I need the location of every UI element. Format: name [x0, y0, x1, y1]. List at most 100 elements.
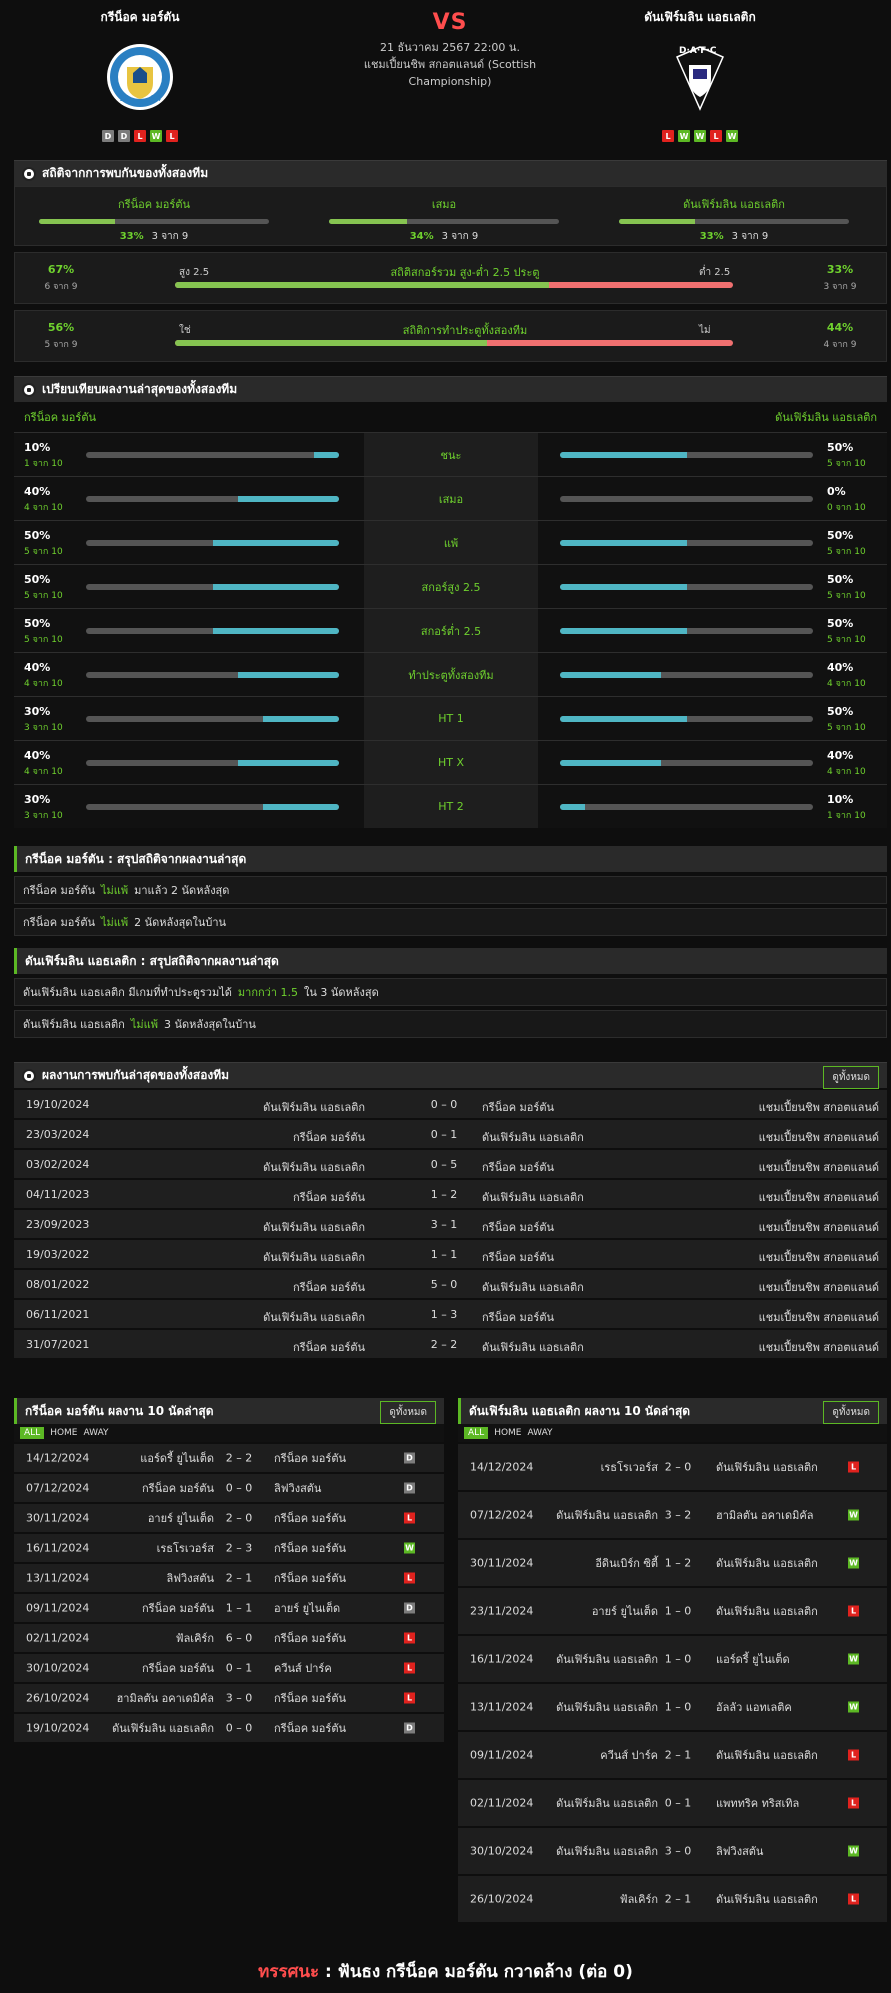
home-pct: 30%: [24, 705, 51, 718]
h2h-match-row[interactable]: 06/11/2021 ดันเฟิร์มลิน แอธเลติก 1 – 3 กรีน…: [14, 1300, 887, 1328]
summary-text: 2 นัดหลังสุดในบ้าน: [134, 916, 227, 929]
view-all-button[interactable]: ดูทั้งหมด: [823, 1401, 879, 1424]
form-match-row[interactable]: 30/11/2024 อายร์ ยูไนเต็ด 2 – 0 กรีน็อค มอร…: [14, 1504, 444, 1532]
match-date: 23/11/2024: [470, 1604, 534, 1618]
h2h-match-row[interactable]: 19/10/2024 ดันเฟิร์มลิน แอธเลติก 0 – 0 กรีน…: [14, 1090, 887, 1118]
home-last10: กรีน็อค มอร์ตัน ผลงาน 10 นัดล่าสุด ดูทั้ง…: [14, 1398, 444, 1742]
home-pct: 40%: [24, 749, 51, 762]
form-match-row[interactable]: 02/11/2024 ฟัลเคิร์ก 6 – 0 กรีน็อค มอร์ตัน L: [14, 1624, 444, 1652]
h2h-match-row[interactable]: 31/07/2021 กรีน็อค มอร์ตัน 2 – 2 ดันเฟิร์มล…: [14, 1330, 887, 1358]
match-score: 2 – 1: [225, 1571, 253, 1585]
under-count: 3 จาก 9: [823, 282, 857, 292]
match-datetime: 21 ธันวาคม 2567 22:00 น.: [380, 41, 520, 54]
away-count: 4 จาก 10: [827, 679, 866, 689]
home-bar: [86, 628, 339, 634]
filter-home-tab[interactable]: HOME: [494, 1428, 522, 1438]
svg-text:74: 74: [151, 94, 161, 103]
btts-stats: 56% 5 จาก 9 ใช่ สถิติการทำประตูทั้งสองทีม…: [14, 310, 887, 362]
away-bar: [560, 804, 813, 810]
form-match-row[interactable]: 16/11/2024 ดันเฟิร์มลิน แอธเลติก 1 – 0 แอร์…: [458, 1636, 887, 1682]
home-team: ฮามิลตัน อคาเดมิคัล: [116, 1692, 214, 1705]
h2h-match-row[interactable]: 23/03/2024 กรีน็อค มอร์ตัน 0 – 1 ดันเฟิร์มล…: [14, 1120, 887, 1148]
home-summary-row: กรีน็อค มอร์ตัน ไม่แพ้ มาแล้ว 2 นัดหลังสุด: [14, 876, 887, 904]
away-team: ดันเฟิร์มลิน แอธเลติก: [716, 1461, 818, 1474]
soccer-ball-icon: [22, 1068, 36, 1083]
home-bar: [86, 760, 339, 766]
away-last10: ดันเฟิร์มลิน แอธเลติก ผลงาน 10 นัดล่าสุด…: [458, 1398, 887, 1922]
away-team: กรีน็อค มอร์ตัน: [274, 1542, 346, 1555]
form-match-row[interactable]: 09/11/2024 กรีน็อค มอร์ตัน 1 – 1 อายร์ ยูไน…: [14, 1594, 444, 1622]
match-score: 0 – 0: [225, 1721, 253, 1735]
h2h-match-row[interactable]: 08/01/2022 กรีน็อค มอร์ตัน 5 – 0 ดันเฟิร์มล…: [14, 1270, 887, 1298]
form-match-row[interactable]: 23/11/2024 อายร์ ยูไนเต็ด 1 – 0 ดันเฟิร์มลิ…: [458, 1588, 887, 1634]
form-match-row[interactable]: 30/10/2024 กรีน็อค มอร์ตัน 0 – 1 ควีนส์ ปาร…: [14, 1654, 444, 1682]
view-all-button[interactable]: ดูทั้งหมด: [823, 1066, 879, 1089]
compare-away-name: ดันเฟิร์มลิน แอธเลติก: [775, 411, 877, 424]
match-score: 1 – 1: [225, 1601, 253, 1615]
home-bar: [86, 804, 339, 810]
filter-away-tab[interactable]: AWAY: [527, 1428, 553, 1438]
form-match-row[interactable]: 07/12/2024 ดันเฟิร์มลิน แอธเลติก 3 – 2 ฮามิ…: [458, 1492, 887, 1538]
over-pct: 67%: [47, 263, 75, 276]
home-bar: [86, 452, 339, 458]
match-score: 2 – 3: [225, 1541, 253, 1555]
filter-home-tab[interactable]: HOME: [50, 1428, 78, 1438]
away-team: อัลลัว แอทเลติค: [716, 1701, 792, 1714]
h2h-match-row[interactable]: 04/11/2023 กรีน็อค มอร์ตัน 1 – 2 ดันเฟิร์มล…: [14, 1180, 887, 1208]
ou-bar: [175, 282, 733, 288]
home-filter-tabs: ALL HOME AWAY: [14, 1424, 444, 1442]
form-match-row[interactable]: 19/10/2024 ดันเฟิร์มลิน แอธเลติก 0 – 0 กรีน…: [14, 1714, 444, 1742]
away-team[interactable]: ดันเฟิร์มลิน แอธเลติก D·A·F·C L W W L W: [600, 8, 800, 142]
away-team: กรีน็อค มอร์ตัน: [274, 1572, 346, 1585]
match-date: 19/03/2022: [26, 1248, 90, 1261]
h2h-match-row[interactable]: 19/03/2022 ดันเฟิร์มลิน แอธเลติก 1 – 1 กรีน…: [14, 1240, 887, 1268]
match-score: 1 – 2: [664, 1556, 692, 1570]
summary-text: กรีน็อค มอร์ตัน: [23, 916, 95, 929]
compare-label: สกอร์สูง 2.5: [364, 565, 538, 608]
form-badge: W: [726, 130, 738, 142]
match-score: 1 – 3: [430, 1308, 458, 1321]
form-match-row[interactable]: 13/11/2024 ดันเฟิร์มลิน แอธเลติก 1 – 0 อัลล…: [458, 1684, 887, 1730]
away-team: ดันเฟิร์มลิน แอธเลติก: [482, 1281, 584, 1294]
form-match-row[interactable]: 07/12/2024 กรีน็อค มอร์ตัน 0 – 0 ลิฟวิงสตัน…: [14, 1474, 444, 1502]
h2h-match-row[interactable]: 03/02/2024 ดันเฟิร์มลิน แอธเลติก 0 – 5 กรีน…: [14, 1150, 887, 1178]
form-match-row[interactable]: 26/10/2024 ฮามิลตัน อคาเดมิคัล 3 – 0 กรีน็อ…: [14, 1684, 444, 1712]
form-match-row[interactable]: 14/12/2024 เรธโรเวอร์ส 2 – 0 ดันเฟิร์มลิน แ…: [458, 1444, 887, 1490]
view-all-button[interactable]: ดูทั้งหมด: [380, 1401, 436, 1424]
filter-away-tab[interactable]: AWAY: [83, 1428, 109, 1438]
away-bar: [560, 452, 813, 458]
match-score: 2 – 2: [225, 1451, 253, 1465]
h2h-stat-bar: [329, 219, 559, 224]
form-match-row[interactable]: 09/11/2024 ควีนส์ ปาร์ค 2 – 1 ดันเฟิร์มลิน …: [458, 1732, 887, 1778]
h2h-match-row[interactable]: 23/09/2023 ดันเฟิร์มลิน แอธเลติก 3 – 1 กรีน…: [14, 1210, 887, 1238]
form-match-row[interactable]: 13/11/2024 ลิฟวิงสตัน 2 – 1 กรีน็อค มอร์ตัน…: [14, 1564, 444, 1592]
section-title: สถิติจากการพบกันของทั้งสองทีม: [42, 166, 209, 180]
compare-label: เสมอ: [364, 477, 538, 520]
form-badge: L: [662, 130, 674, 142]
result-badge: W: [848, 1701, 859, 1713]
summary-highlight: ไม่แพ้: [100, 884, 129, 897]
filter-all-tab[interactable]: ALL: [20, 1427, 45, 1439]
away-stat: 50% 5 จาก 10: [827, 705, 877, 734]
form-match-row[interactable]: 16/11/2024 เรธโรเวอร์ส 2 – 3 กรีน็อค มอร์ตั…: [14, 1534, 444, 1562]
form-match-row[interactable]: 14/12/2024 แอร์ดรี้ ยูไนเต็ด 2 – 2 กรีน็อค …: [14, 1444, 444, 1472]
away-bar: [560, 760, 813, 766]
away-team: กรีน็อค มอร์ตัน: [482, 1311, 554, 1324]
form-match-row[interactable]: 30/11/2024 อีดินเบิร์ก ซิตี้ 1 – 2 ดันเฟิร์…: [458, 1540, 887, 1586]
filter-all-tab[interactable]: ALL: [464, 1427, 489, 1439]
away-count: 5 จาก 10: [827, 591, 866, 601]
result-badge: W: [848, 1653, 859, 1665]
form-match-row[interactable]: 26/10/2024 ฟัลเคิร์ก 2 – 1 ดันเฟิร์มลิน แอธ…: [458, 1876, 887, 1922]
form-match-row[interactable]: 30/10/2024 ดันเฟิร์มลิน แอธเลติก 3 – 0 ลิฟว…: [458, 1828, 887, 1874]
form-match-row[interactable]: 02/11/2024 ดันเฟิร์มลิน แอธเลติก 0 – 1 แพทท…: [458, 1780, 887, 1826]
btts-yes-label: ใช่: [179, 325, 191, 336]
home-count: 3 จาก 10: [24, 723, 63, 733]
home-stat: 40% 4 จาก 10: [24, 485, 74, 514]
away-pct: 10%: [827, 793, 854, 806]
home-team: เรธโรเวอร์ส: [156, 1542, 214, 1555]
home-team: กรีน็อค มอร์ตัน: [142, 1602, 214, 1615]
away-stat: 10% 1 จาก 10: [827, 793, 877, 822]
home-team[interactable]: กรีน็อค มอร์ตัน 18 74 D D L W L: [40, 8, 240, 142]
match-score: 2 – 0: [225, 1511, 253, 1525]
summary-text: กรีน็อค มอร์ตัน: [23, 884, 95, 897]
